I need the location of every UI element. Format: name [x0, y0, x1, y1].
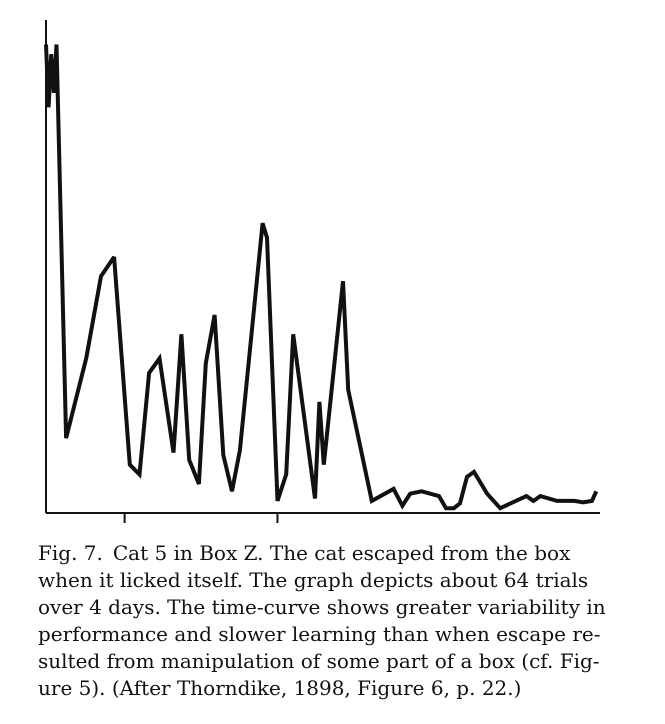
caption-line-2: when it licked itself. The graph depicts… — [38, 568, 589, 592]
line-chart — [44, 20, 600, 523]
caption-line-4: performance and slower learning than whe… — [38, 622, 601, 646]
figure-caption: Fig. 7. Cat 5 in Box Z. The cat escaped f… — [38, 540, 612, 702]
series-line-1 — [44, 44, 599, 511]
caption-line-6: ure 5). (After Thorndike, 1898, Figure 6… — [38, 676, 522, 700]
caption-line-1: Cat 5 in Box Z. The cat escaped from the… — [112, 541, 571, 565]
caption-line-5: sulted from manipulation of some part of… — [38, 649, 600, 673]
figure-label: Fig. 7. — [38, 541, 103, 565]
series-group — [44, 44, 599, 511]
x-axis-ticks — [123, 513, 279, 523]
chart-figure — [44, 20, 600, 523]
caption-line-3: over 4 days. The time-curve shows greate… — [38, 595, 606, 619]
